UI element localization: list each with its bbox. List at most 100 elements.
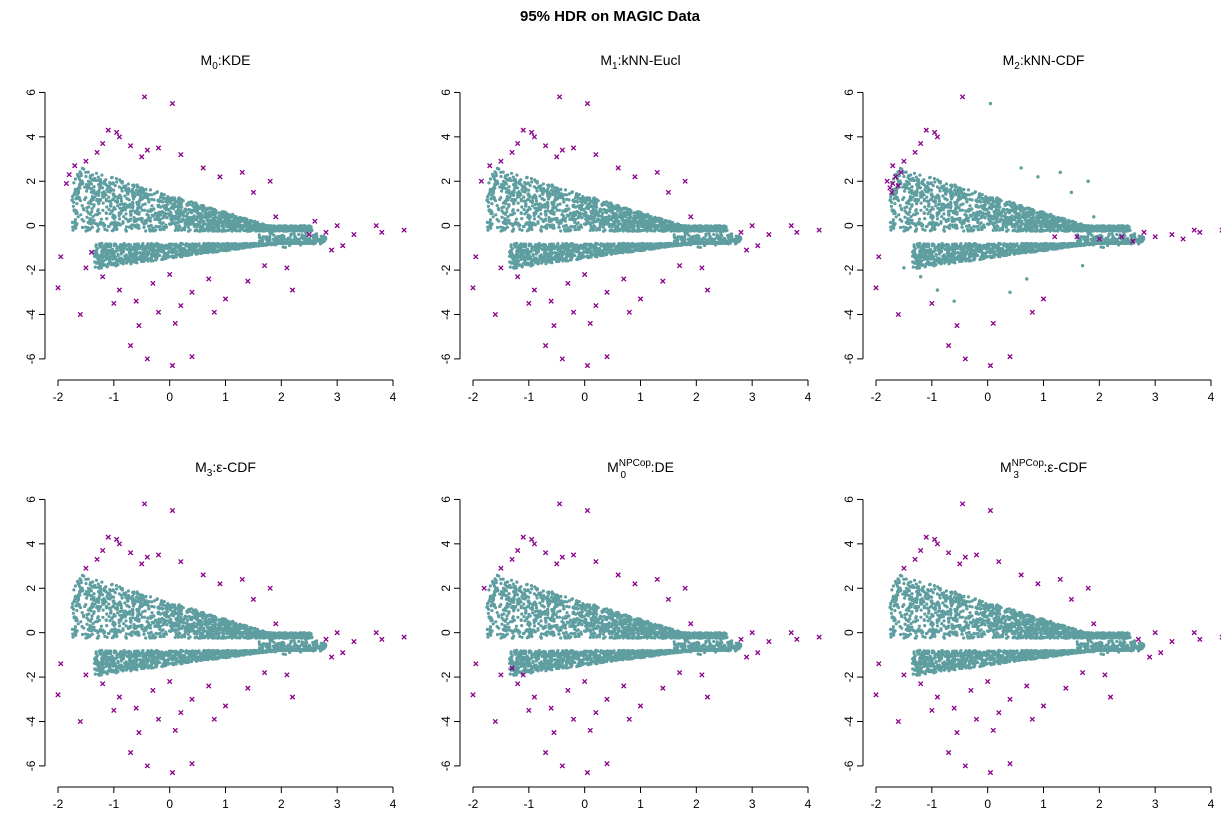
inside-point [157,214,161,218]
inside-point [104,178,108,182]
inside-point [104,242,108,246]
inside-point [201,229,205,233]
inside-point [71,195,75,199]
outside-point [116,287,123,293]
inside-point [307,239,311,243]
inside-point [548,220,552,224]
inside-point [619,222,623,226]
inside-point [488,177,492,181]
outside-point [100,274,106,280]
inside-point [257,228,262,232]
inside-point [517,224,521,228]
inside-point [646,213,650,217]
inside-point [102,224,106,228]
inside-point [703,224,707,228]
inside-point [500,206,504,210]
inside-point [77,177,81,181]
inside-point [579,199,583,203]
inside-point [96,175,100,179]
inside-point [552,226,556,230]
inside-point [579,208,584,212]
inside-point [111,221,115,226]
inside-point [621,229,625,233]
inside-point [204,210,208,214]
inside-point [628,215,633,219]
inside-point [122,215,126,219]
inside-point [594,197,599,201]
inside-point [72,181,76,185]
inside-point [111,208,115,212]
inside-point [507,185,511,189]
inside-point [129,224,133,228]
inside-point [529,199,534,203]
inside-point [631,216,636,220]
inside-point [280,228,284,232]
inside-point [514,217,519,221]
inside-point [133,195,137,199]
inside-point [494,181,498,185]
inside-point [489,197,493,201]
inside-point [594,202,598,206]
inside-point [117,217,122,221]
outside-point [178,151,184,158]
inside-point [318,242,323,246]
inside-point [85,206,89,210]
inside-point [224,210,228,214]
inside-point [107,195,111,199]
inside-point [505,221,509,225]
inside-point [196,208,200,212]
inside-point [530,180,534,184]
x-tick-label: -2 [468,390,479,404]
inside-point [555,220,559,224]
inside-point [105,188,109,192]
inside-point [230,228,234,232]
inside-point [209,250,213,254]
inside-point [676,223,681,228]
inside-point [142,255,146,259]
inside-point [94,255,99,259]
inside-point [100,262,104,267]
inside-point [516,201,520,205]
inside-point [186,225,190,229]
x-tick-label: 3 [334,390,341,404]
inside-point [288,237,292,241]
inside-point [169,242,174,246]
inside-point [605,215,609,219]
x-tick-label: 2 [693,390,700,404]
inside-point [500,184,505,189]
inside-point [199,218,203,222]
outside-point [169,362,176,369]
inside-point [490,211,494,215]
inside-point [77,196,81,200]
inside-point [81,207,85,211]
inside-point [75,202,79,206]
inside-point [305,227,309,231]
inside-point [95,247,99,251]
inside-point [137,198,142,203]
inside-point [194,204,198,208]
outside-point [250,189,257,196]
title-rest: :kNN-Eucl [618,52,681,68]
outside-point [105,127,111,133]
inside-point [608,229,612,233]
inside-point [500,228,504,233]
inside-point [577,193,581,197]
x-tick-label: 4 [390,390,397,404]
inside-point [491,173,495,178]
inside-point [486,228,490,232]
inside-point [94,243,98,247]
inside-point [514,184,518,188]
inside-point [89,187,93,191]
y-tick-label: -2 [24,264,38,275]
inside-point [121,220,125,224]
inside-point [293,235,297,239]
inside-point [515,173,519,177]
inside-point [185,251,189,255]
inside-point [280,241,284,245]
x-tick-label: 2 [278,390,285,404]
inside-point [71,225,75,229]
inside-point [147,224,151,228]
inside-point [712,227,716,231]
inside-point [494,171,498,175]
inside-point [213,229,217,233]
